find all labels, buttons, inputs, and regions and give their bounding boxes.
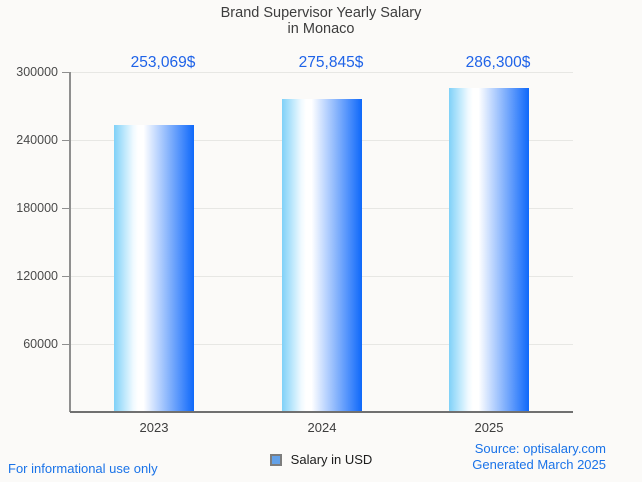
chart-title-line1: Brand Supervisor Yearly Salary xyxy=(220,5,422,21)
bar-2025 xyxy=(449,88,529,411)
value-label-2024: 275,845$ xyxy=(298,54,364,71)
legend-label: Salary in USD xyxy=(290,452,373,467)
value-label-2025: 286,300$ xyxy=(465,54,531,71)
footer-source-block: Source: optisalary.com Generated March 2… xyxy=(472,441,606,473)
source-link[interactable]: Source: optisalary.com xyxy=(474,441,606,456)
chart-title-line2: in Monaco xyxy=(287,21,355,37)
gridline-300000 xyxy=(70,72,573,73)
disclaimer-text: For informational use only xyxy=(8,461,158,476)
legend-swatch-icon xyxy=(269,453,282,466)
bar-2023 xyxy=(114,125,194,411)
ytick-label-240000: 240000 xyxy=(16,133,58,147)
ytick-120000 xyxy=(62,276,70,277)
ytick-60000 xyxy=(62,344,70,345)
xtick-label-2023: 2023 xyxy=(139,420,169,435)
xtick-label-2024: 2024 xyxy=(307,420,337,435)
x-axis-line xyxy=(70,411,573,413)
ytick-300000 xyxy=(62,72,70,73)
ytick-label-120000: 120000 xyxy=(16,269,58,283)
chart-legend: Salary in USD xyxy=(0,452,642,467)
ytick-240000 xyxy=(62,140,70,141)
ytick-180000 xyxy=(62,208,70,209)
value-label-2023: 253,069$ xyxy=(130,54,196,71)
ytick-label-180000: 180000 xyxy=(16,201,58,215)
chart-title: Brand Supervisor Yearly Salary in Monaco xyxy=(0,5,642,37)
ytick-label-300000: 300000 xyxy=(16,65,58,79)
xtick-label-2025: 2025 xyxy=(474,420,504,435)
ytick-label-60000: 60000 xyxy=(23,337,58,351)
generated-date: Generated March 2025 xyxy=(472,457,606,472)
bar-2024 xyxy=(282,99,362,411)
y-axis-line xyxy=(69,72,71,412)
